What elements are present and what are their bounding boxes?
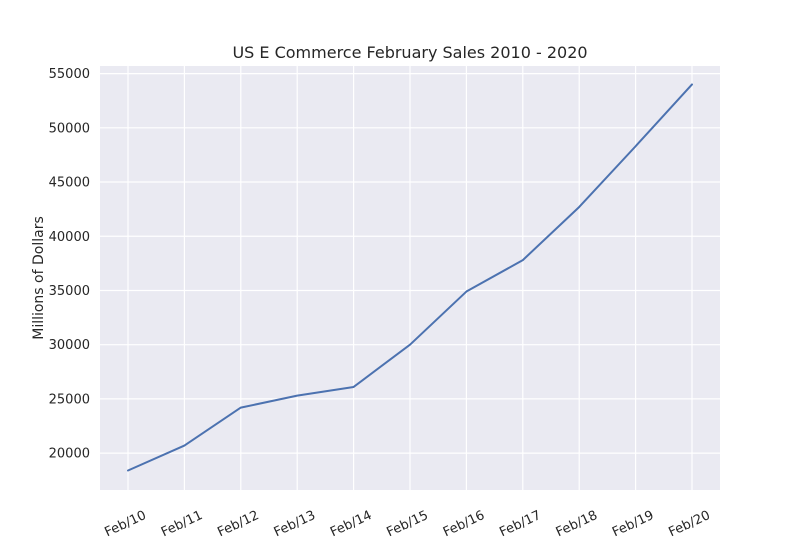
x-tick-label: Feb/14 (328, 508, 374, 540)
y-axis-label: Millions of Dollars (31, 216, 47, 340)
x-tick-label: Feb/19 (610, 508, 656, 540)
x-tick-label: Feb/13 (272, 508, 318, 540)
y-tick-label: 55000 (49, 67, 90, 82)
y-tick-label: 45000 (49, 176, 90, 191)
x-tick-label: Feb/20 (667, 508, 713, 540)
x-tick-label: Feb/12 (215, 508, 261, 540)
chart-title: US E Commerce February Sales 2010 - 2020 (232, 43, 587, 62)
x-tick-label: Feb/11 (159, 508, 205, 540)
x-tick-label: Feb/18 (554, 508, 600, 540)
y-tick-label: 30000 (49, 338, 90, 353)
x-tick-label: Feb/10 (103, 508, 149, 540)
series-line (127, 83, 693, 472)
x-tick-label: Feb/16 (441, 508, 487, 540)
y-tick-label: 25000 (49, 392, 90, 407)
x-tick-label: Feb/17 (497, 508, 543, 540)
y-axis-ticks: 20000 25000 30000 35000 40000 45000 50000 55000 (49, 67, 90, 462)
y-tick-label: 40000 (49, 230, 90, 245)
x-tick-label: Feb/15 (385, 508, 431, 540)
y-tick-label: 35000 (49, 284, 90, 299)
y-tick-label: 20000 (49, 447, 90, 462)
y-tick-label: 50000 (49, 121, 90, 136)
x-axis-ticks: Feb/10 Feb/11 Feb/12 Feb/13 Feb/14 Feb/15 Feb/… (103, 508, 713, 540)
